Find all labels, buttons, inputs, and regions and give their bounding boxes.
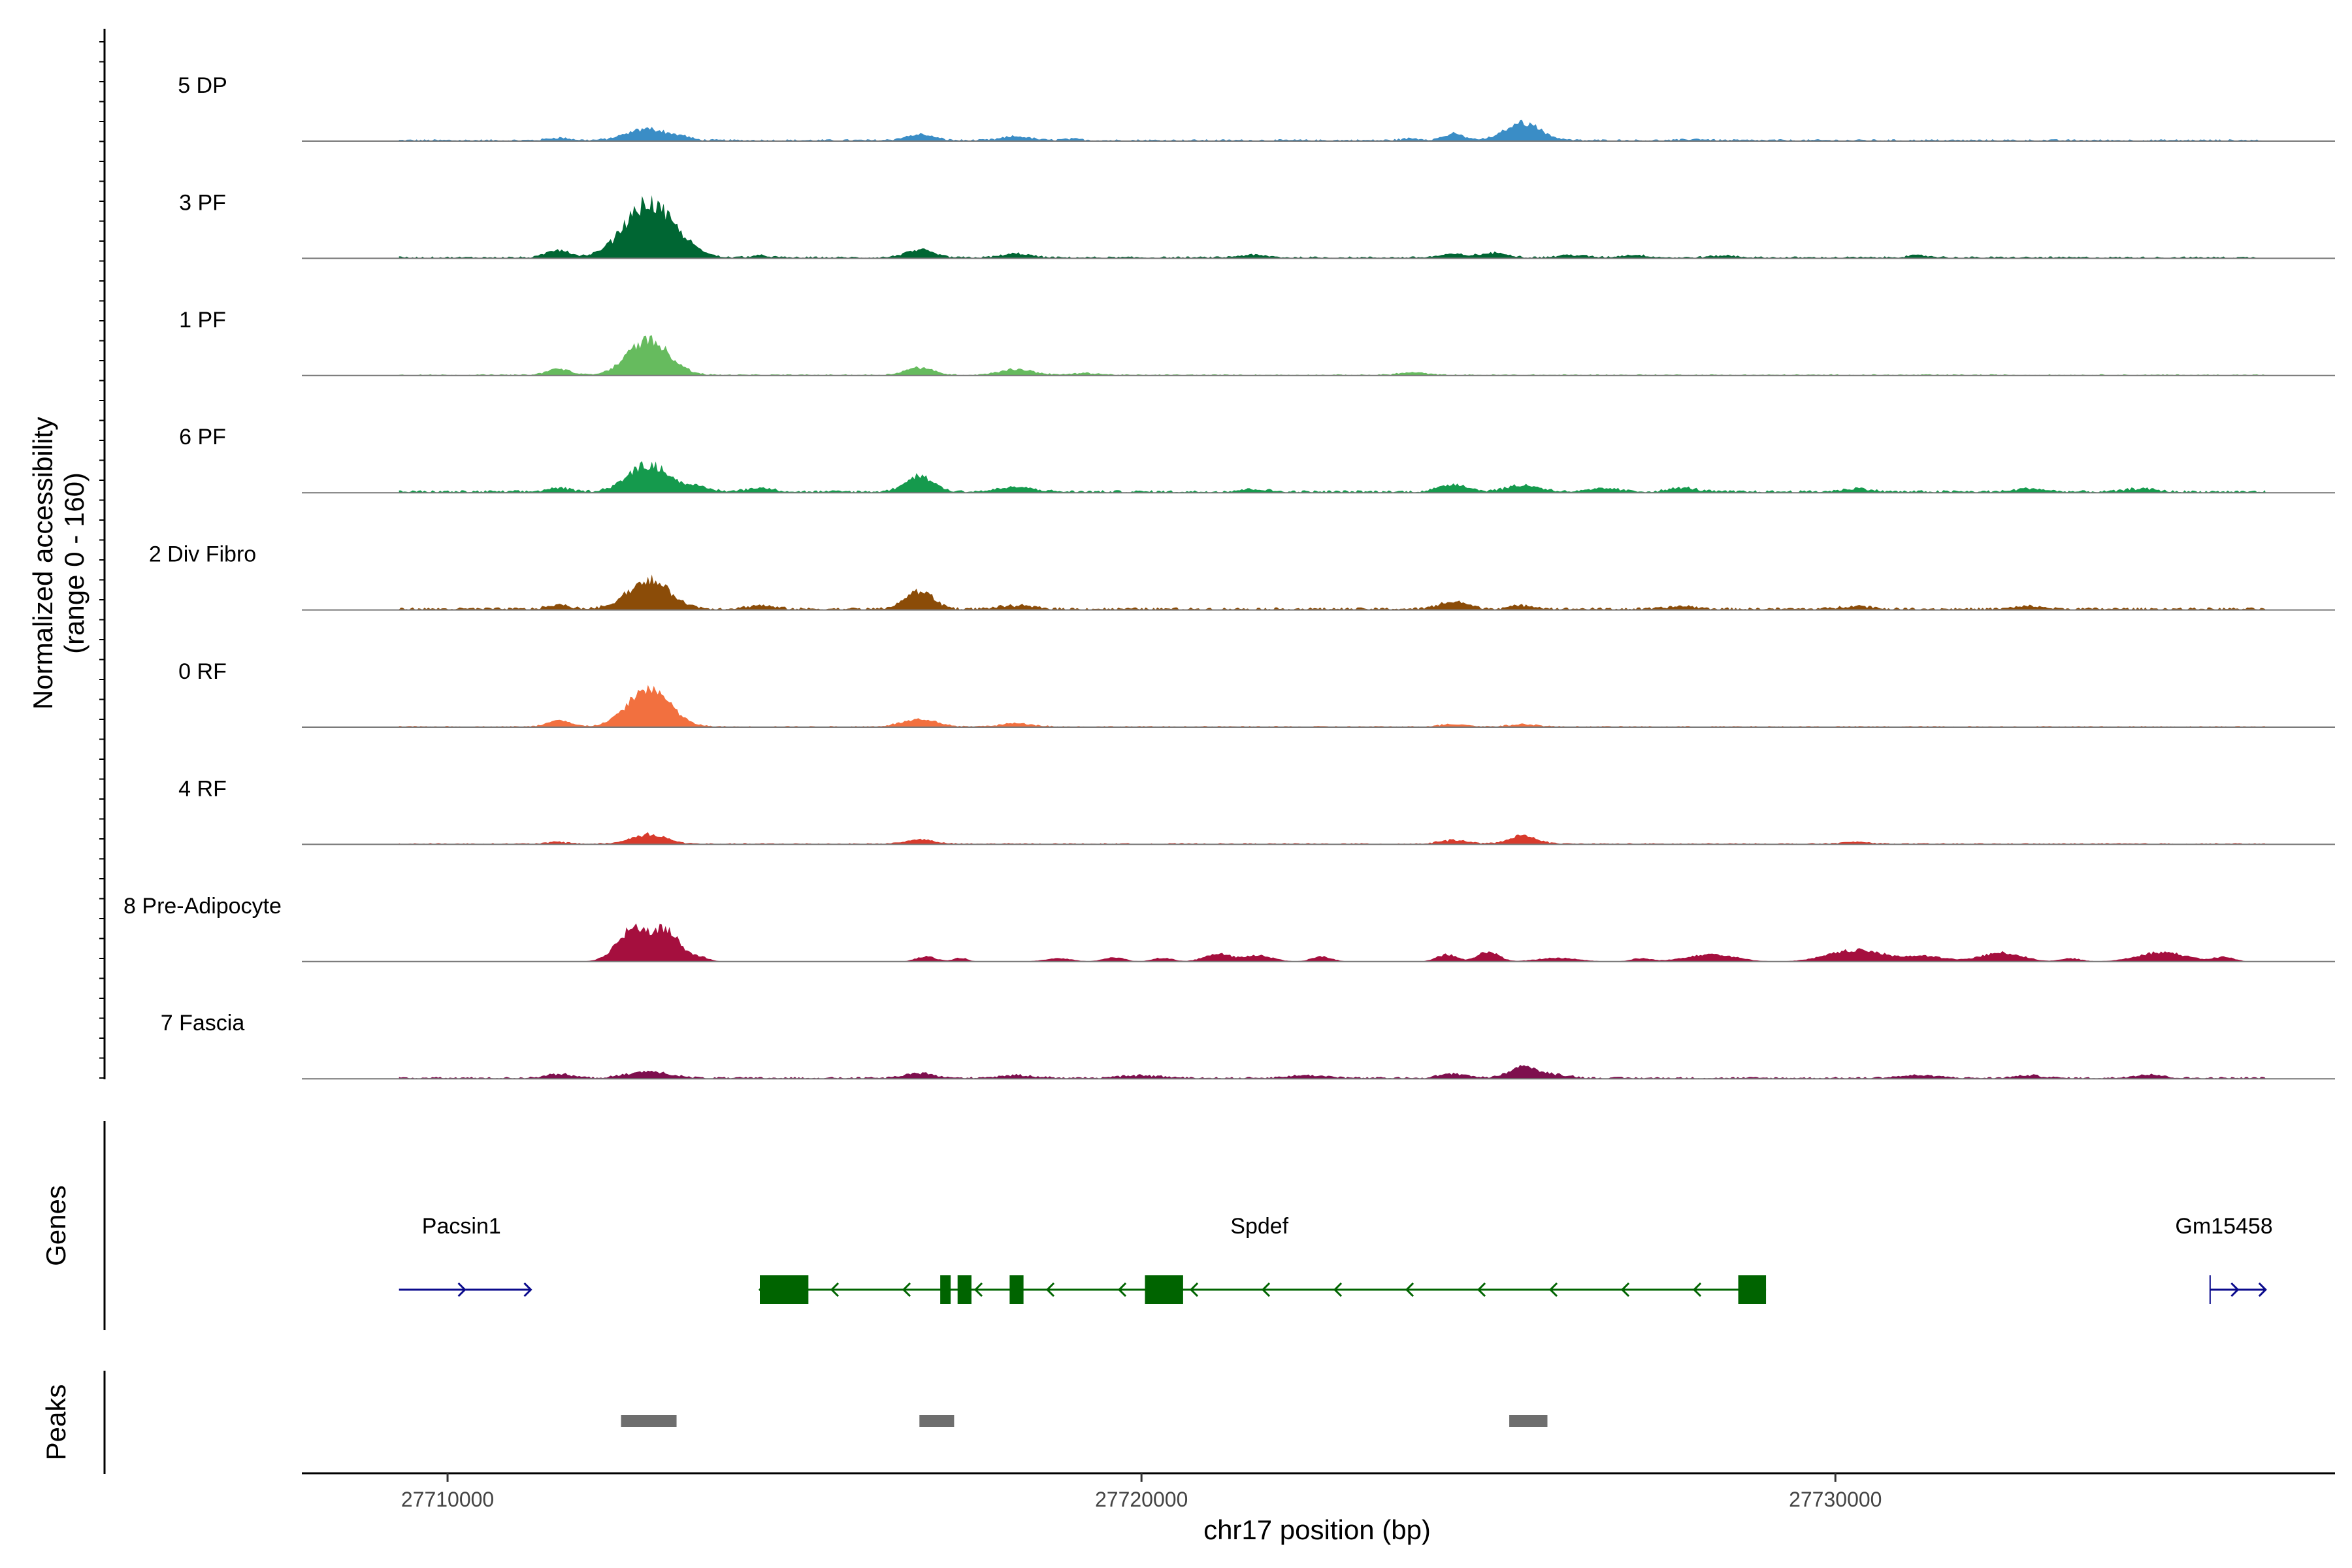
strand-arrow [1189, 1282, 1199, 1298]
coverage-area [399, 923, 2266, 962]
track-label: 2 Div Fibro [149, 542, 256, 567]
strand-arrow [1477, 1282, 1486, 1298]
track-label: 5 DP [178, 73, 227, 98]
y-axis-range: (range 0 - 160) [59, 472, 90, 654]
x-tick-label: 27710000 [401, 1488, 494, 1511]
x-axis-ticks: 27710000 27720000 27730000 [401, 1473, 1882, 1511]
coverage-area [399, 195, 2266, 259]
coverage-area [399, 1064, 2266, 1079]
coverage-track: 1 PF [179, 308, 2335, 376]
x-axis-title: chr17 position (bp) [1203, 1514, 1431, 1545]
coverage-track: 4 RF [178, 776, 2335, 845]
peak-region [621, 1415, 677, 1427]
peak-regions [621, 1415, 1548, 1427]
x-tick-label: 27730000 [1789, 1488, 1882, 1511]
gene-exon [940, 1275, 951, 1304]
strand-arrow [2230, 1282, 2240, 1298]
coverage-area [399, 685, 2266, 727]
strand-arrow [902, 1282, 911, 1298]
coverage-area [399, 574, 2266, 610]
gene-annotations: Pacsin1 Spdef Gm15458 [399, 1214, 2273, 1304]
strand-arrow [1117, 1282, 1127, 1298]
gene-label: Gm15458 [2175, 1214, 2272, 1239]
track-label: 3 PF [179, 190, 226, 215]
track-label: 4 RF [178, 776, 227, 801]
strand-arrow [1405, 1282, 1414, 1298]
gene-exon [1145, 1275, 1183, 1304]
gene-model: Pacsin1 [399, 1214, 532, 1298]
track-label: 0 RF [178, 659, 227, 684]
gene-label: Spdef [1230, 1214, 1288, 1239]
track-label: 1 PF [179, 308, 226, 333]
strand-arrow [1045, 1282, 1055, 1298]
gene-exon [1738, 1275, 1767, 1304]
strand-arrow [830, 1282, 840, 1298]
gene-exon [957, 1275, 972, 1304]
peak-region [1509, 1415, 1548, 1427]
coverage-tracks: 5 DP 3 PF 1 PF 6 PF 2 Div Fibro 0 RF 4 RF 8 Pre… [123, 73, 2335, 1080]
gene-exon [759, 1275, 809, 1304]
gene-model: Spdef [758, 1214, 1767, 1304]
coverage-track: 6 PF [179, 425, 2335, 494]
strand-arrow [1261, 1282, 1271, 1298]
coverage-track: 7 Fascia [161, 1011, 2335, 1080]
y-axis-title: Normalized accessibility [27, 417, 58, 710]
strand-arrow [523, 1282, 532, 1298]
coverage-area [399, 335, 2266, 376]
gene-label: Pacsin1 [422, 1214, 501, 1239]
coverage-area [399, 832, 2266, 845]
track-label: 8 Pre-Adipocyte [123, 894, 282, 919]
coverage-area [399, 120, 2266, 141]
track-label: 7 Fascia [161, 1011, 245, 1036]
peak-region [919, 1415, 955, 1427]
strand-arrow [1692, 1282, 1702, 1298]
coverage-track: 8 Pre-Adipocyte [123, 894, 2335, 962]
strand-arrow [1548, 1282, 1558, 1298]
coverage-area [399, 461, 2266, 493]
strand-arrow [973, 1282, 983, 1298]
gene-exon [1009, 1275, 1024, 1304]
strand-arrow [2258, 1282, 2267, 1298]
genes-panel-title: Genes [41, 1185, 71, 1266]
gene-model: Gm15458 [2175, 1214, 2273, 1304]
track-label: 6 PF [179, 425, 226, 449]
strand-arrow [1620, 1282, 1630, 1298]
coverage-y-axis [99, 29, 106, 1079]
coverage-track: 2 Div Fibro [149, 542, 2335, 611]
strand-arrow [457, 1282, 466, 1298]
coverage-track: 0 RF [178, 659, 2335, 728]
coverage-track: 3 PF [179, 190, 2335, 259]
peaks-panel-title: Peaks [41, 1384, 71, 1461]
coverage-track: 5 DP [178, 73, 2335, 142]
x-tick-label: 27720000 [1095, 1488, 1188, 1511]
strand-arrow [1333, 1282, 1343, 1298]
